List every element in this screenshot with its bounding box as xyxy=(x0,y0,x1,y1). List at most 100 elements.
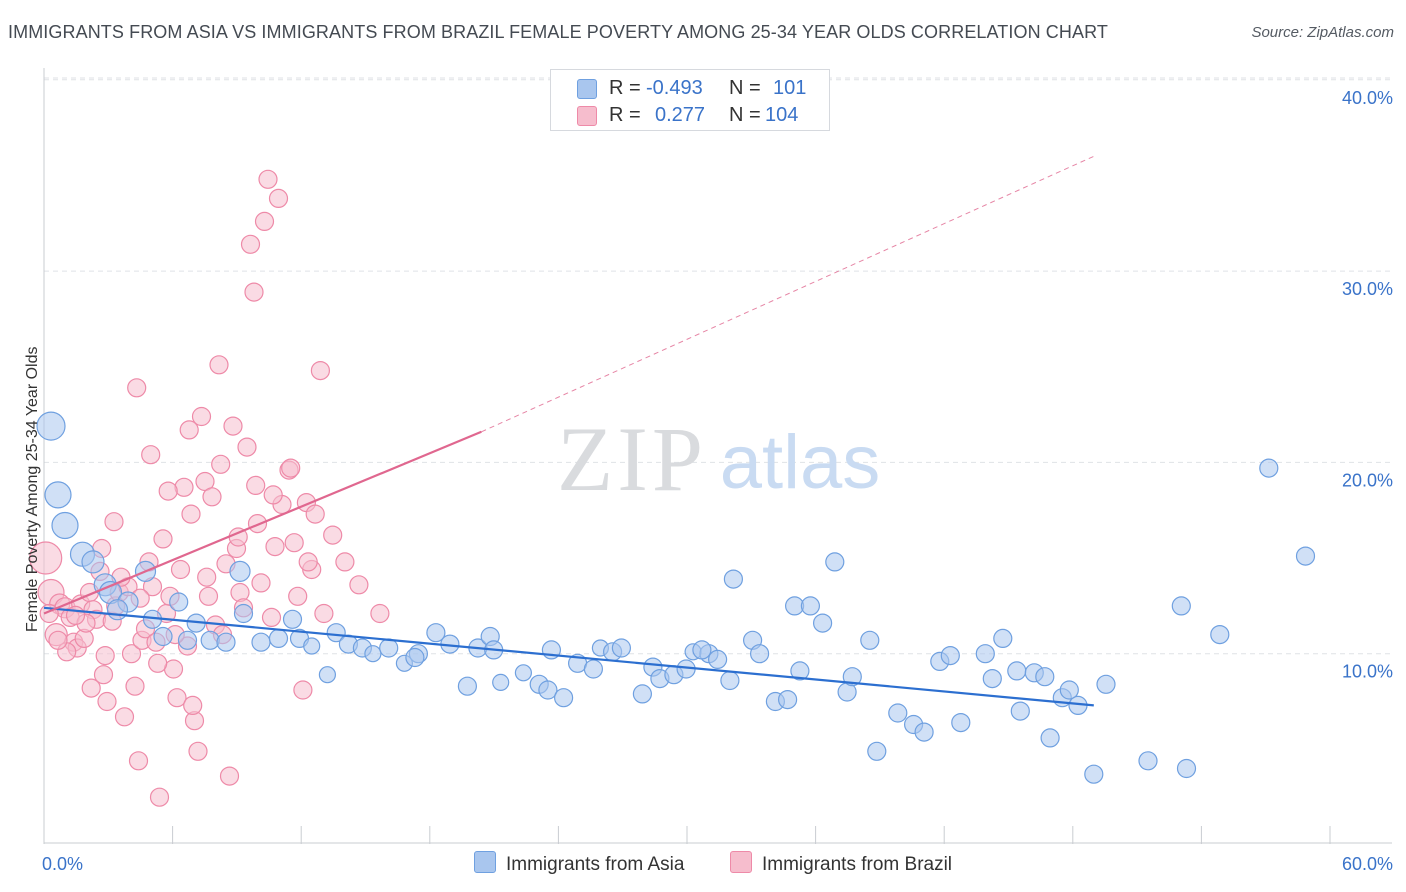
stats-legend-brazil: R = 0.277 N = 104 xyxy=(551,102,829,128)
asia-point-8 xyxy=(106,599,129,621)
asia-point-19 xyxy=(229,560,251,583)
brazil-swatch xyxy=(577,106,597,126)
brazil-point-81 xyxy=(141,445,161,465)
brazil-r-label: R = xyxy=(609,104,641,126)
brazil-point-89 xyxy=(81,678,101,698)
brazil-point-43 xyxy=(198,586,219,606)
asia-point-58 xyxy=(707,649,728,670)
brazil-points xyxy=(29,169,390,807)
chart-source: Source: ZipAtlas.com xyxy=(1251,24,1394,41)
brazil-point-99 xyxy=(246,475,266,495)
asia-point-24 xyxy=(318,666,336,684)
asia-point-83 xyxy=(1007,661,1027,681)
brazil-point-86 xyxy=(48,630,68,650)
brazil-point-50 xyxy=(223,416,243,436)
watermark-atlas: atlas xyxy=(720,420,881,505)
asia-point-17 xyxy=(216,632,236,652)
asia-point-76 xyxy=(914,722,934,742)
brazil-point-95 xyxy=(183,695,203,716)
asia-point-40 xyxy=(514,664,533,682)
legend-brazil-label: Immigrants from Brazil xyxy=(762,854,953,875)
asia-point-35 xyxy=(457,676,477,696)
asia-point-32 xyxy=(426,623,446,643)
brazil-point-56 xyxy=(244,282,264,302)
brazil-trend-line xyxy=(43,430,482,615)
stats-legend: R = -0.493 N = 101 R = 0.277 N = 104 xyxy=(550,69,830,131)
watermark: ZIP atlas xyxy=(557,408,880,510)
asia-point-62 xyxy=(749,644,770,664)
asia-point-18 xyxy=(251,632,271,652)
asia-point-11 xyxy=(153,626,173,647)
axes xyxy=(43,68,1392,844)
brazil-trend-extension xyxy=(481,155,1095,433)
brazil-point-76 xyxy=(349,575,369,595)
brazil-point-19 xyxy=(114,707,135,727)
brazil-point-71 xyxy=(305,504,325,524)
brazil-point-38 xyxy=(181,504,201,524)
asia-point-93 xyxy=(1138,751,1158,771)
brazil-point-67 xyxy=(288,586,308,606)
stats-legend-asia: R = -0.493 N = 101 xyxy=(551,75,829,101)
asia-point-68 xyxy=(812,613,833,633)
asia-point-92 xyxy=(1096,674,1116,694)
asia-point-79 xyxy=(951,712,971,733)
brazil-point-34 xyxy=(167,688,187,708)
asia-point-80 xyxy=(975,644,995,664)
asia-point-6 xyxy=(81,550,105,574)
asia-trend-line xyxy=(43,606,1094,707)
brazil-point-30 xyxy=(153,529,173,549)
brazil-point-35 xyxy=(170,559,191,580)
brazil-point-83 xyxy=(179,420,199,440)
chart-title: IMMIGRANTS FROM ASIA VS IMMIGRANTS FROM … xyxy=(8,22,1108,42)
asia-point-78 xyxy=(940,645,960,666)
brazil-point-22 xyxy=(125,676,145,696)
brazil-point-75 xyxy=(335,552,355,572)
brazil-point-96 xyxy=(197,567,217,587)
asia-n-label: N = xyxy=(729,77,761,99)
asia-point-71 xyxy=(842,667,862,687)
legend-item-brazil[interactable]: Immigrants from Brazil xyxy=(730,851,952,877)
brazil-point-29 xyxy=(149,787,170,807)
asia-r-value: -0.493 xyxy=(646,77,703,99)
brazil-r-value: 0.277 xyxy=(655,104,706,126)
asia-n-value: 101 xyxy=(773,77,807,99)
brazil-point-97 xyxy=(211,454,231,474)
brazil-point-62 xyxy=(265,536,285,557)
trend-lines xyxy=(43,155,1095,707)
asia-point-81 xyxy=(982,668,1002,689)
asia-point-50 xyxy=(632,684,653,704)
brazil-point-49 xyxy=(219,766,240,786)
asia-point-95 xyxy=(1171,596,1191,616)
brazil-point-82 xyxy=(158,481,178,501)
y-tick-label-0: 10.0% xyxy=(1342,662,1393,682)
asia-point-44 xyxy=(553,688,574,708)
legend-item-asia[interactable]: Immigrants from Asia xyxy=(474,851,684,877)
brazil-point-58 xyxy=(251,573,271,593)
asia-point-65 xyxy=(790,661,810,681)
asia-point-57 xyxy=(692,640,712,660)
brazil-n-value: 104 xyxy=(765,104,799,126)
asia-point-33 xyxy=(405,647,425,668)
brazil-point-72 xyxy=(310,361,330,381)
brazil-point-46 xyxy=(209,355,229,375)
asia-swatch xyxy=(577,79,597,99)
brazil-point-14 xyxy=(93,665,114,685)
asia-point-67 xyxy=(800,596,821,616)
brazil-point-54 xyxy=(237,437,257,457)
asia-point-87 xyxy=(1040,728,1060,748)
asia-point-97 xyxy=(1259,458,1279,478)
brazil-point-73 xyxy=(314,603,334,624)
tick-labels: 10.0% 20.0% 30.0% 40.0% 0.0% 60.0% xyxy=(42,88,1393,874)
legend-asia-label: Immigrants from Asia xyxy=(506,854,685,875)
asia-point-59 xyxy=(720,670,740,691)
asia-point-91 xyxy=(1084,764,1104,784)
brazil-point-80 xyxy=(127,378,147,398)
brazil-point-60 xyxy=(258,169,278,189)
asia-point-89 xyxy=(1059,680,1079,700)
brazil-point-36 xyxy=(174,477,194,497)
brazil-point-66 xyxy=(284,533,304,553)
asia-point-74 xyxy=(888,703,908,723)
brazil-point-15 xyxy=(97,691,117,712)
y-tick-label-3: 40.0% xyxy=(1342,88,1393,108)
watermark-zip: ZIP xyxy=(557,408,707,510)
